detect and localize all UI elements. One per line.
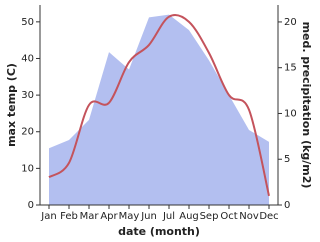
x-tick-label: Apr bbox=[100, 211, 118, 222]
y-tick-label: 10 bbox=[21, 163, 34, 174]
y-tick-label: 50 bbox=[21, 17, 34, 28]
y2-tick-label: 5 bbox=[284, 154, 290, 165]
y-tick-label: 20 bbox=[21, 127, 34, 138]
y-axis-label: max temp (C) bbox=[5, 63, 18, 147]
x-tick-label: Aug bbox=[179, 211, 199, 222]
y-tick-label: 40 bbox=[21, 53, 34, 64]
x-tick-label: Dec bbox=[259, 211, 278, 222]
temperature-line bbox=[48, 14, 270, 197]
x-tick-label: Feb bbox=[60, 211, 78, 222]
x-tick-label: Jul bbox=[162, 211, 175, 222]
x-tick-label: Mar bbox=[80, 211, 100, 222]
y-tick-label: 0 bbox=[28, 200, 34, 211]
y2-tick-label: 20 bbox=[284, 17, 297, 28]
y2-tick-label: 0 bbox=[284, 200, 290, 211]
y-tick-label: 30 bbox=[21, 90, 34, 101]
x-tick-label: Sep bbox=[200, 211, 219, 222]
precipitation-area bbox=[49, 14, 269, 206]
y2-tick-label: 15 bbox=[284, 63, 297, 74]
x-tick-label: Jun bbox=[140, 211, 157, 222]
y2-tick-label: 10 bbox=[284, 108, 297, 119]
x-tick-label: Oct bbox=[220, 211, 237, 222]
x-axis-label: date (month) bbox=[118, 225, 200, 238]
x-tick-label: Jan bbox=[40, 211, 56, 222]
y2-axis-label: med. precipitation (kg/m2) bbox=[300, 22, 313, 189]
x-tick-label: Nov bbox=[239, 211, 259, 222]
x-tick-label: May bbox=[119, 211, 140, 222]
